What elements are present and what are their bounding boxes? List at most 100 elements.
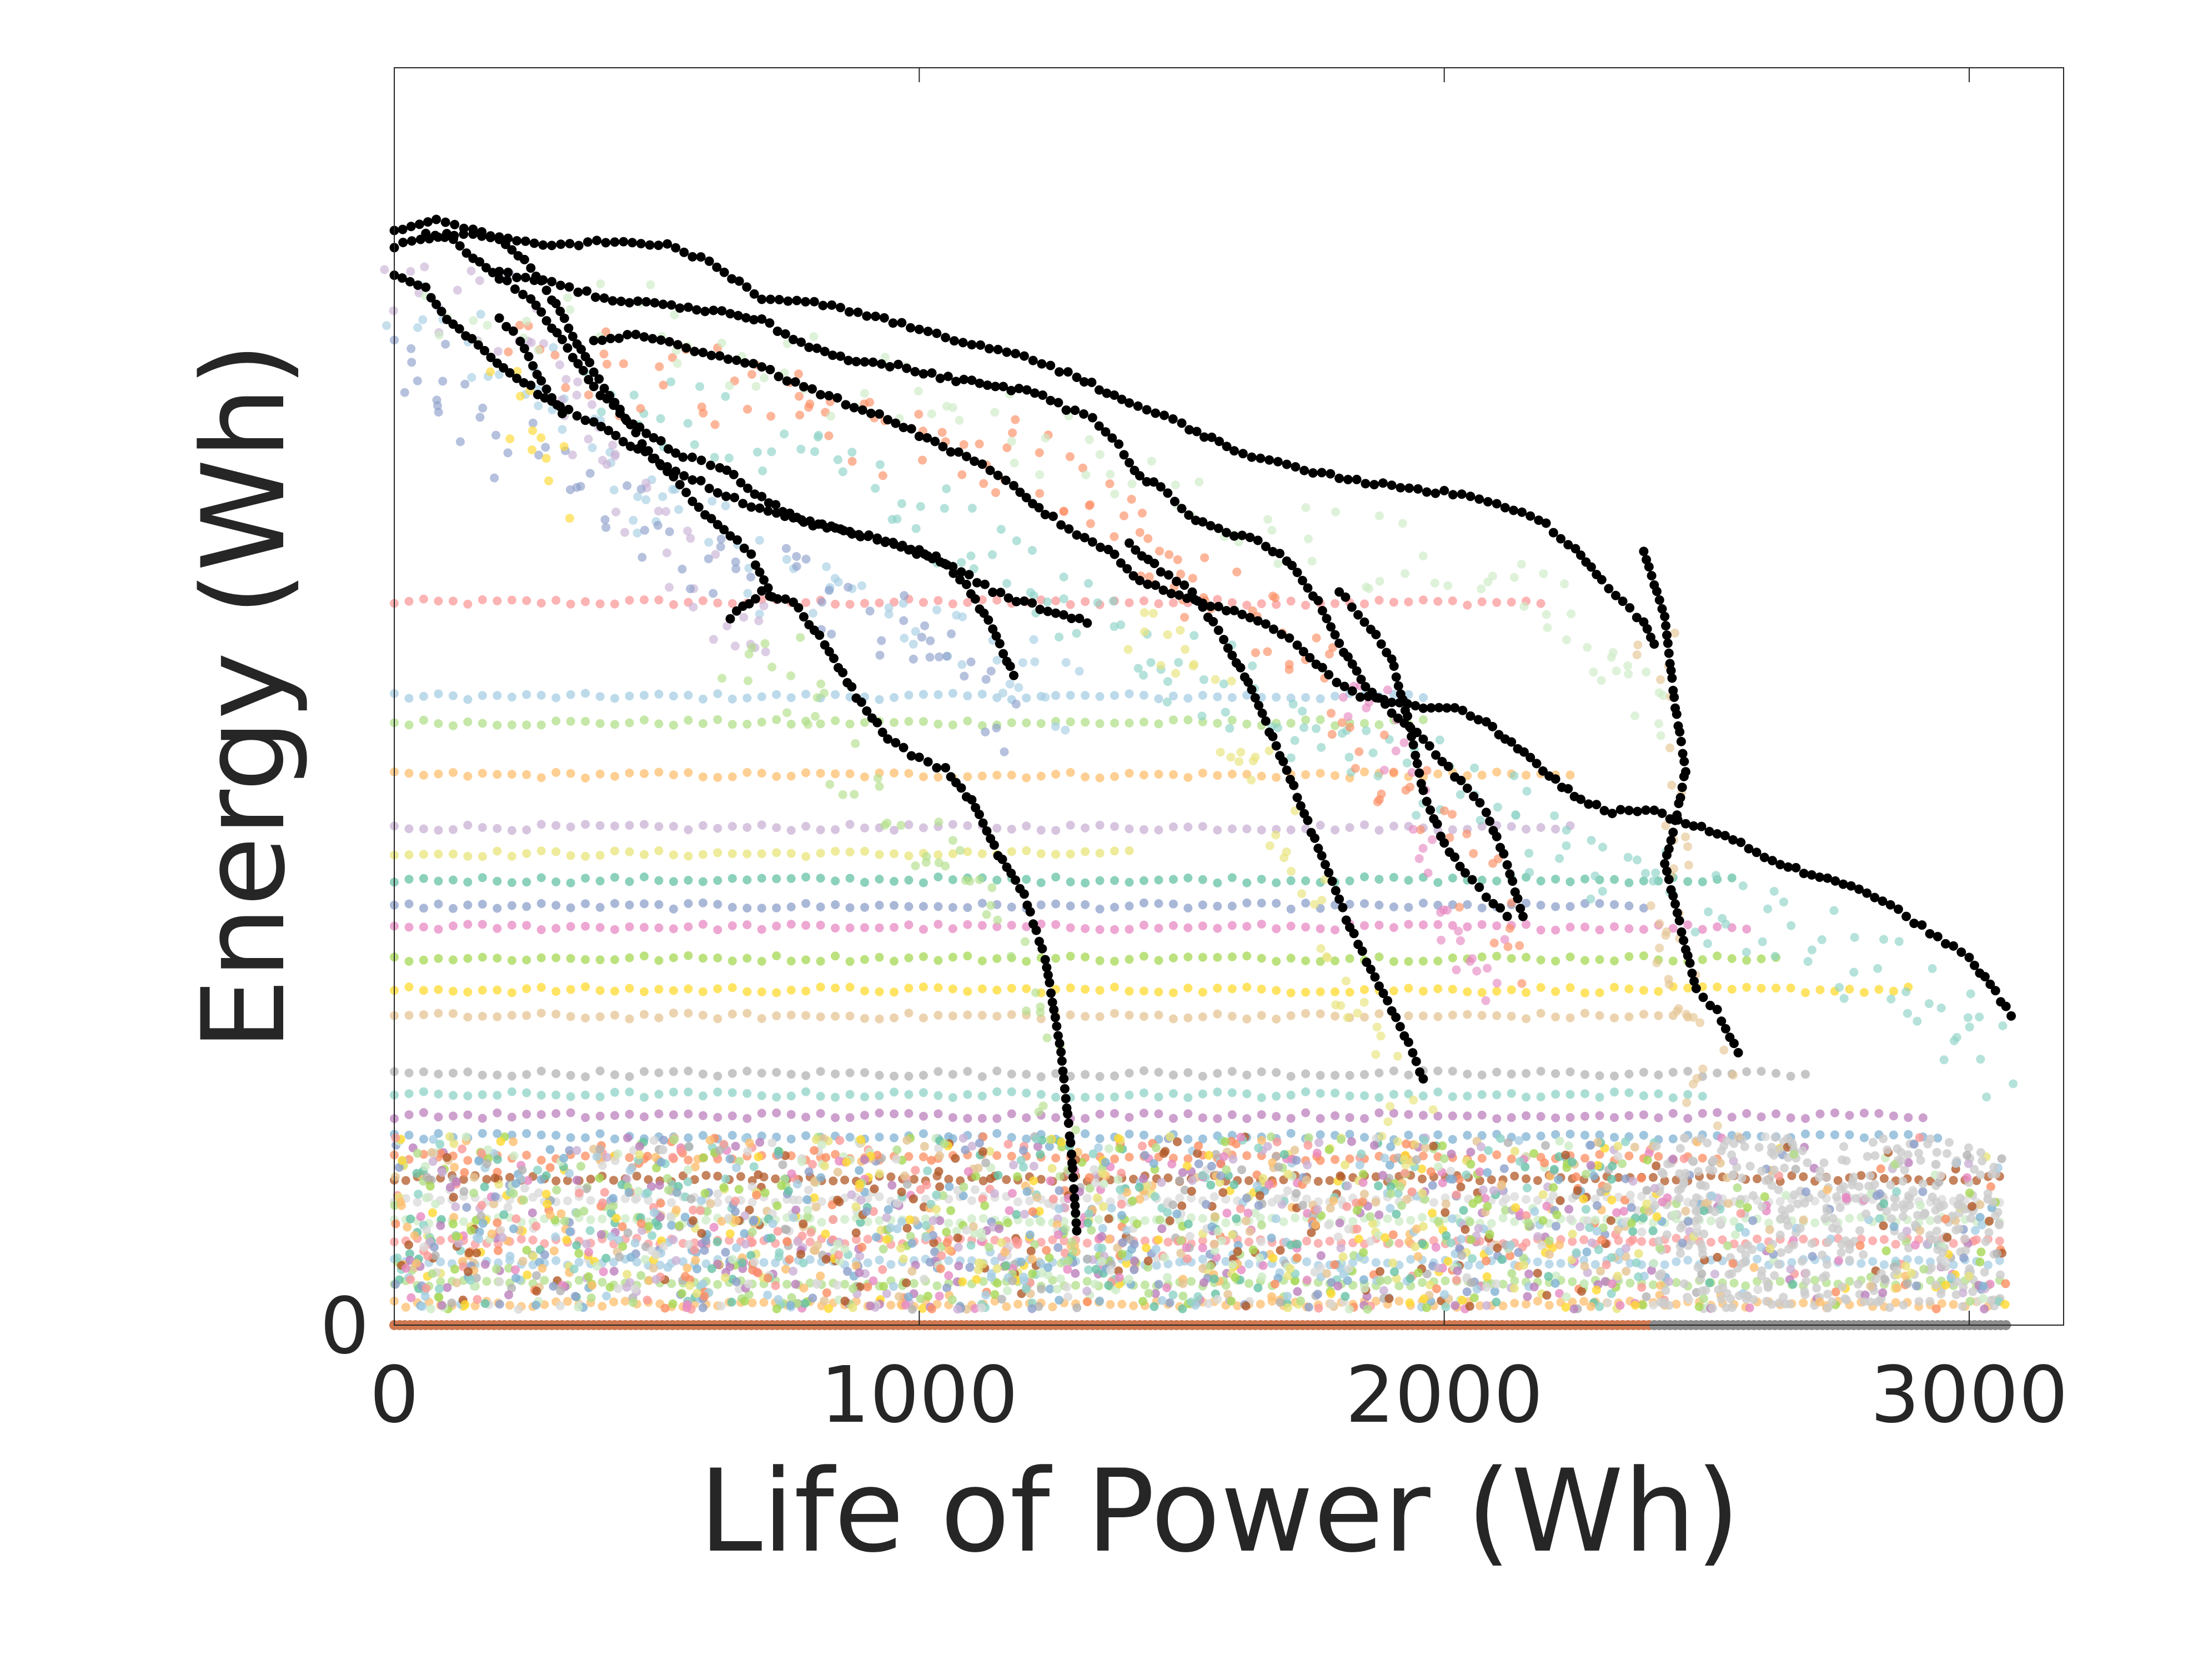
background-point bbox=[1374, 1009, 1384, 1019]
background-point bbox=[1345, 1071, 1354, 1080]
background-point bbox=[875, 952, 884, 962]
background-point bbox=[772, 874, 781, 884]
background-point bbox=[1389, 690, 1398, 699]
background-point bbox=[1183, 984, 1193, 993]
background-point bbox=[1331, 1071, 1339, 1080]
background-point bbox=[1242, 1193, 1251, 1203]
background-point bbox=[948, 599, 957, 609]
background-point bbox=[855, 1268, 864, 1277]
background-point bbox=[712, 1237, 722, 1247]
background-point bbox=[1834, 1225, 1843, 1234]
background-point bbox=[1051, 596, 1061, 605]
background-point bbox=[860, 986, 869, 996]
background-point bbox=[1404, 1011, 1413, 1021]
background-point bbox=[623, 1228, 633, 1237]
background-point bbox=[742, 954, 752, 963]
background-point bbox=[684, 899, 693, 908]
background-point bbox=[1227, 901, 1237, 911]
background-point bbox=[1475, 1260, 1484, 1270]
background-point bbox=[1668, 1109, 1678, 1118]
background-point bbox=[1404, 1130, 1413, 1140]
background-point bbox=[684, 1155, 693, 1165]
background-point bbox=[478, 769, 487, 778]
background-point bbox=[631, 1195, 640, 1204]
background-point bbox=[1565, 877, 1575, 886]
background-point bbox=[1380, 1154, 1389, 1163]
background-point bbox=[1405, 1298, 1414, 1307]
background-point bbox=[727, 821, 737, 831]
background-point bbox=[1497, 1255, 1507, 1264]
background-point bbox=[563, 1196, 572, 1206]
background-point bbox=[1903, 1279, 1912, 1288]
background-point bbox=[1801, 1114, 1810, 1123]
background-point bbox=[904, 984, 914, 993]
background-point bbox=[1529, 1282, 1539, 1292]
background-point bbox=[649, 1263, 658, 1273]
background-point bbox=[602, 1291, 611, 1301]
background-point bbox=[1451, 1301, 1460, 1310]
background-point bbox=[531, 1221, 541, 1231]
background-point bbox=[1652, 1161, 1661, 1171]
background-point bbox=[1331, 1089, 1339, 1098]
background-point bbox=[1168, 1290, 1178, 1300]
background-point bbox=[727, 874, 737, 883]
background-point bbox=[536, 873, 546, 882]
background-point bbox=[669, 1235, 678, 1245]
background-point bbox=[536, 1110, 546, 1119]
background-point bbox=[1815, 985, 1825, 995]
background-point bbox=[713, 773, 722, 782]
background-point bbox=[892, 1198, 902, 1208]
background-point bbox=[1385, 1160, 1394, 1170]
background-point bbox=[1360, 1012, 1369, 1022]
background-point bbox=[1371, 1172, 1381, 1181]
background-point bbox=[845, 847, 855, 857]
background-point bbox=[684, 1066, 693, 1076]
background-point bbox=[757, 769, 766, 778]
background-point bbox=[523, 1176, 533, 1185]
background-point bbox=[992, 1114, 1002, 1123]
background-point bbox=[420, 1292, 430, 1301]
background-point bbox=[1193, 1149, 1202, 1158]
background-point bbox=[713, 876, 722, 885]
background-point bbox=[436, 1257, 445, 1267]
background-point bbox=[1925, 1297, 1935, 1306]
background-point bbox=[2000, 1300, 2010, 1309]
background-point bbox=[918, 1304, 927, 1313]
background-point bbox=[1595, 1130, 1604, 1140]
background-point bbox=[1418, 956, 1428, 966]
background-point bbox=[1110, 846, 1119, 856]
background-point bbox=[1698, 955, 1707, 964]
background-point bbox=[1580, 1112, 1589, 1121]
background-point bbox=[1101, 1157, 1110, 1167]
background-point bbox=[698, 920, 707, 929]
background-point bbox=[1140, 1216, 1150, 1225]
background-point bbox=[1003, 1140, 1013, 1149]
background-point bbox=[435, 1140, 445, 1149]
background-point bbox=[713, 925, 722, 935]
background-point bbox=[536, 1130, 546, 1140]
background-point bbox=[1886, 1180, 1895, 1190]
background-point bbox=[1738, 1258, 1747, 1268]
background-point bbox=[1639, 1091, 1648, 1100]
background-point bbox=[716, 1301, 726, 1311]
background-point bbox=[1757, 954, 1766, 964]
background-point bbox=[507, 595, 516, 605]
background-point bbox=[786, 1110, 796, 1119]
background-point bbox=[1492, 1114, 1502, 1124]
background-point bbox=[1097, 1232, 1107, 1241]
background-point bbox=[1914, 1297, 1924, 1306]
background-point bbox=[545, 1163, 555, 1172]
background-point bbox=[1081, 1129, 1090, 1139]
background-point bbox=[1475, 1167, 1484, 1177]
background-point bbox=[747, 1298, 757, 1307]
background-point bbox=[1418, 986, 1428, 996]
background-point bbox=[1510, 1298, 1519, 1308]
background-point bbox=[1654, 1236, 1663, 1246]
background-point bbox=[1113, 1175, 1123, 1184]
background-point bbox=[890, 598, 899, 607]
background-point bbox=[1030, 1240, 1040, 1249]
background-point bbox=[698, 850, 707, 859]
background-point bbox=[731, 1277, 741, 1286]
background-point bbox=[1081, 847, 1090, 856]
background-point bbox=[831, 599, 840, 609]
